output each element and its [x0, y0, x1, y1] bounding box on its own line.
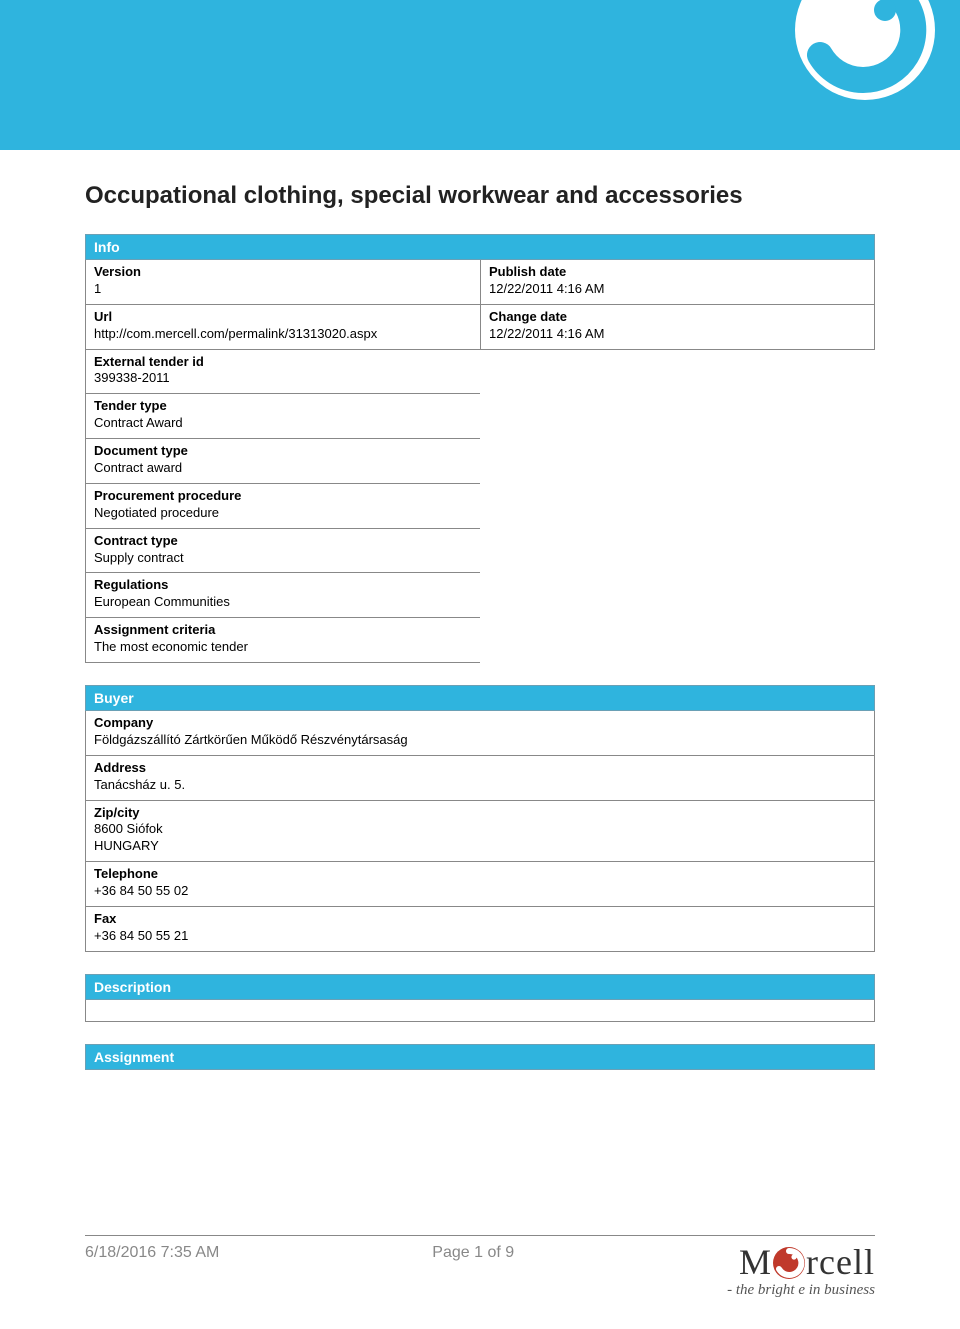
description-section: Description — [85, 974, 875, 1022]
info-assigncrit-cell: Assignment criteria The most economic te… — [85, 618, 480, 663]
tendertype-label: Tender type — [94, 398, 472, 415]
document-content: Occupational clothing, special workwear … — [0, 150, 960, 1070]
reg-label: Regulations — [94, 577, 472, 594]
footer-brand: Mrcell - the bright e in business — [727, 1244, 875, 1299]
doctype-label: Document type — [94, 443, 472, 460]
version-label: Version — [94, 264, 472, 281]
proc-label: Procurement procedure — [94, 488, 472, 505]
tel-value: +36 84 50 55 02 — [94, 883, 866, 900]
assignment-header: Assignment — [85, 1044, 875, 1070]
brand-tagline: - the bright e in business — [727, 1282, 875, 1299]
info-contracttype-cell: Contract type Supply contract — [85, 529, 480, 574]
footer-divider — [85, 1235, 875, 1236]
extid-label: External tender id — [94, 354, 472, 371]
brand-pre: M — [739, 1242, 772, 1282]
assignment-section: Assignment — [85, 1044, 875, 1070]
address-value: Tanácsház u. 5. — [94, 777, 866, 794]
url-label: Url — [94, 309, 472, 326]
change-label: Change date — [489, 309, 866, 326]
fax-value: +36 84 50 55 21 — [94, 928, 866, 945]
proc-value: Negotiated procedure — [94, 505, 472, 522]
url-value: http://com.mercell.com/permalink/3131302… — [94, 326, 472, 343]
publish-label: Publish date — [489, 264, 866, 281]
info-tendertype-cell: Tender type Contract Award — [85, 394, 480, 439]
info-version-cell: Version 1 — [85, 260, 480, 305]
assigncrit-value: The most economic tender — [94, 639, 472, 656]
publish-value: 12/22/2011 4:16 AM — [489, 281, 866, 298]
description-header: Description — [85, 974, 875, 1000]
zip-value1: 8600 Siófok — [94, 821, 866, 838]
header-band — [0, 0, 960, 150]
contracttype-label: Contract type — [94, 533, 472, 550]
company-value: Földgázszállító Zártkörűen Működő Részvé… — [94, 732, 866, 749]
info-publish-cell: Publish date 12/22/2011 4:16 AM — [480, 260, 875, 305]
zip-label: Zip/city — [94, 805, 866, 822]
reg-value: European Communities — [94, 594, 472, 611]
assigncrit-label: Assignment criteria — [94, 622, 472, 639]
tel-label: Telephone — [94, 866, 866, 883]
buyer-company-cell: Company Földgázszállító Zártkörűen Működ… — [85, 711, 875, 756]
buyer-address-cell: Address Tanácsház u. 5. — [85, 756, 875, 801]
buyer-header: Buyer — [85, 685, 875, 711]
buyer-section: Buyer Company Földgázszállító Zártkörűen… — [85, 685, 875, 952]
buyer-tel-cell: Telephone +36 84 50 55 02 — [85, 862, 875, 907]
doctype-value: Contract award — [94, 460, 472, 477]
page-title: Occupational clothing, special workwear … — [85, 182, 875, 210]
info-doctype-cell: Document type Contract award — [85, 439, 480, 484]
info-proc-cell: Procurement procedure Negotiated procedu… — [85, 484, 480, 529]
brand-e-icon — [772, 1246, 806, 1280]
info-right-empty — [480, 350, 875, 663]
contracttype-value: Supply contract — [94, 550, 472, 567]
company-label: Company — [94, 715, 866, 732]
fax-label: Fax — [94, 911, 866, 928]
tendertype-value: Contract Award — [94, 415, 472, 432]
info-url-cell: Url http://com.mercell.com/permalink/313… — [85, 305, 480, 350]
address-label: Address — [94, 760, 866, 777]
buyer-fax-cell: Fax +36 84 50 55 21 — [85, 907, 875, 952]
buyer-zip-cell: Zip/city 8600 Siófok HUNGARY — [85, 801, 875, 863]
change-value: 12/22/2011 4:16 AM — [489, 326, 866, 343]
description-body — [85, 1000, 875, 1022]
brand-post: rcell — [806, 1242, 875, 1282]
info-change-cell: Change date 12/22/2011 4:16 AM — [480, 305, 875, 350]
page-footer: 6/18/2016 7:35 AM Page 1 of 9 Mrcell - t… — [85, 1235, 875, 1299]
extid-value: 399338-2011 — [94, 370, 472, 387]
version-value: 1 — [94, 281, 472, 298]
footer-page: Page 1 of 9 — [432, 1244, 514, 1262]
brand-logo-top — [785, 0, 945, 130]
footer-timestamp: 6/18/2016 7:35 AM — [85, 1244, 219, 1262]
info-extid-cell: External tender id 399338-2011 — [85, 350, 480, 395]
zip-value2: HUNGARY — [94, 838, 866, 855]
info-header: Info — [85, 234, 875, 260]
info-reg-cell: Regulations European Communities — [85, 573, 480, 618]
info-section: Info Version 1 Publish date 12/22/2011 4… — [85, 234, 875, 663]
